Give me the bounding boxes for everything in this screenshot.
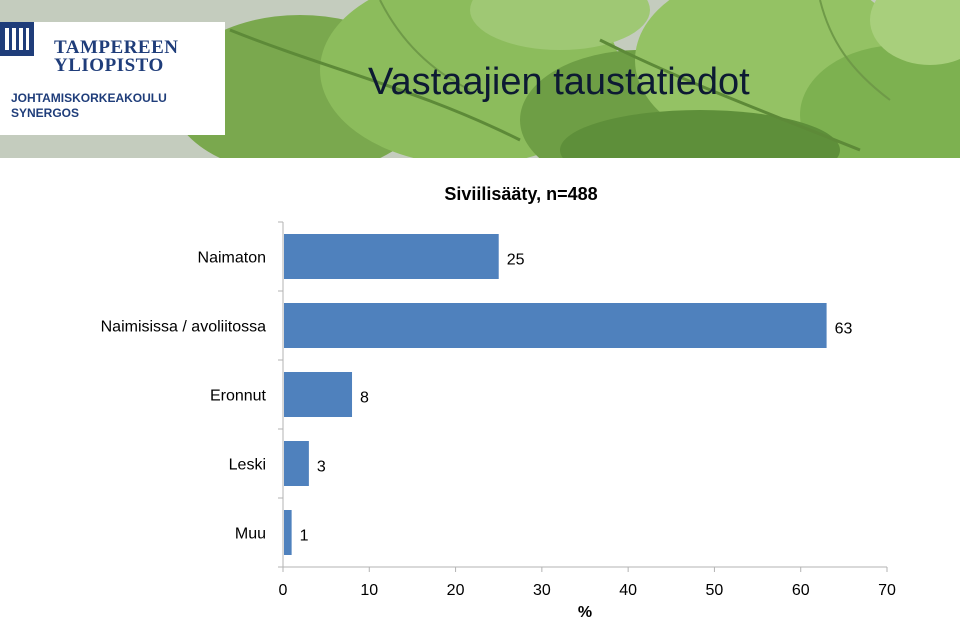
category-label-4: Muu [235,526,266,543]
x-tick-label-2: 20 [447,582,465,599]
x-tick-label-4: 40 [619,582,637,599]
university-name: TAMPEREEN YLIOPISTO [54,37,179,76]
chart-title: Siviilisääty, n=488 [444,184,597,204]
x-axis-label: % [578,604,592,621]
university-logo: TAMPEREEN YLIOPISTO JOHTAMISKORKEAKOULU … [0,22,225,135]
bar-chart: Siviilisääty, n=488 Naimaton 25 Naimisissa … [101,184,896,621]
x-tick-label-1: 10 [360,582,378,599]
faculty-name-line2: SYNERGOS [11,106,80,120]
university-name-line2: YLIOPISTO [54,55,164,76]
leaves-background-image [0,0,960,158]
header-banner: TAMPEREEN YLIOPISTO JOHTAMISKORKEAKOULU … [0,0,960,158]
x-tick-label-6: 60 [792,582,810,599]
category-label-3: Leski [229,457,266,474]
faculty-name: JOHTAMISKORKEAKOULU SYNERGOS [11,91,167,121]
bar-4 [284,510,292,555]
bar-3 [284,441,309,486]
bar-1 [284,303,827,348]
bar-2 [284,372,353,417]
bar-0 [284,234,499,279]
faculty-name-line1: JOHTAMISKORKEAKOULU [11,91,167,105]
university-name-line1: TAMPEREEN [54,37,179,58]
x-tick-label-7: 70 [878,582,896,599]
x-tick-label-5: 50 [706,582,724,599]
data-label-1: 63 [835,321,853,338]
data-label-3: 3 [317,459,326,476]
university-emblem-icon [0,22,34,56]
data-label-0: 25 [507,252,525,269]
data-label-2: 8 [360,390,369,407]
x-tick-label-3: 30 [533,582,551,599]
category-label-1: Naimisissa / avoliitossa [101,319,266,336]
category-label-2: Eronnut [210,388,267,405]
category-label-0: Naimaton [198,250,266,267]
x-tick-label-0: 0 [279,582,288,599]
data-label-4: 1 [300,528,309,545]
slide-title: Vastaajien taustatiedot [368,61,750,103]
